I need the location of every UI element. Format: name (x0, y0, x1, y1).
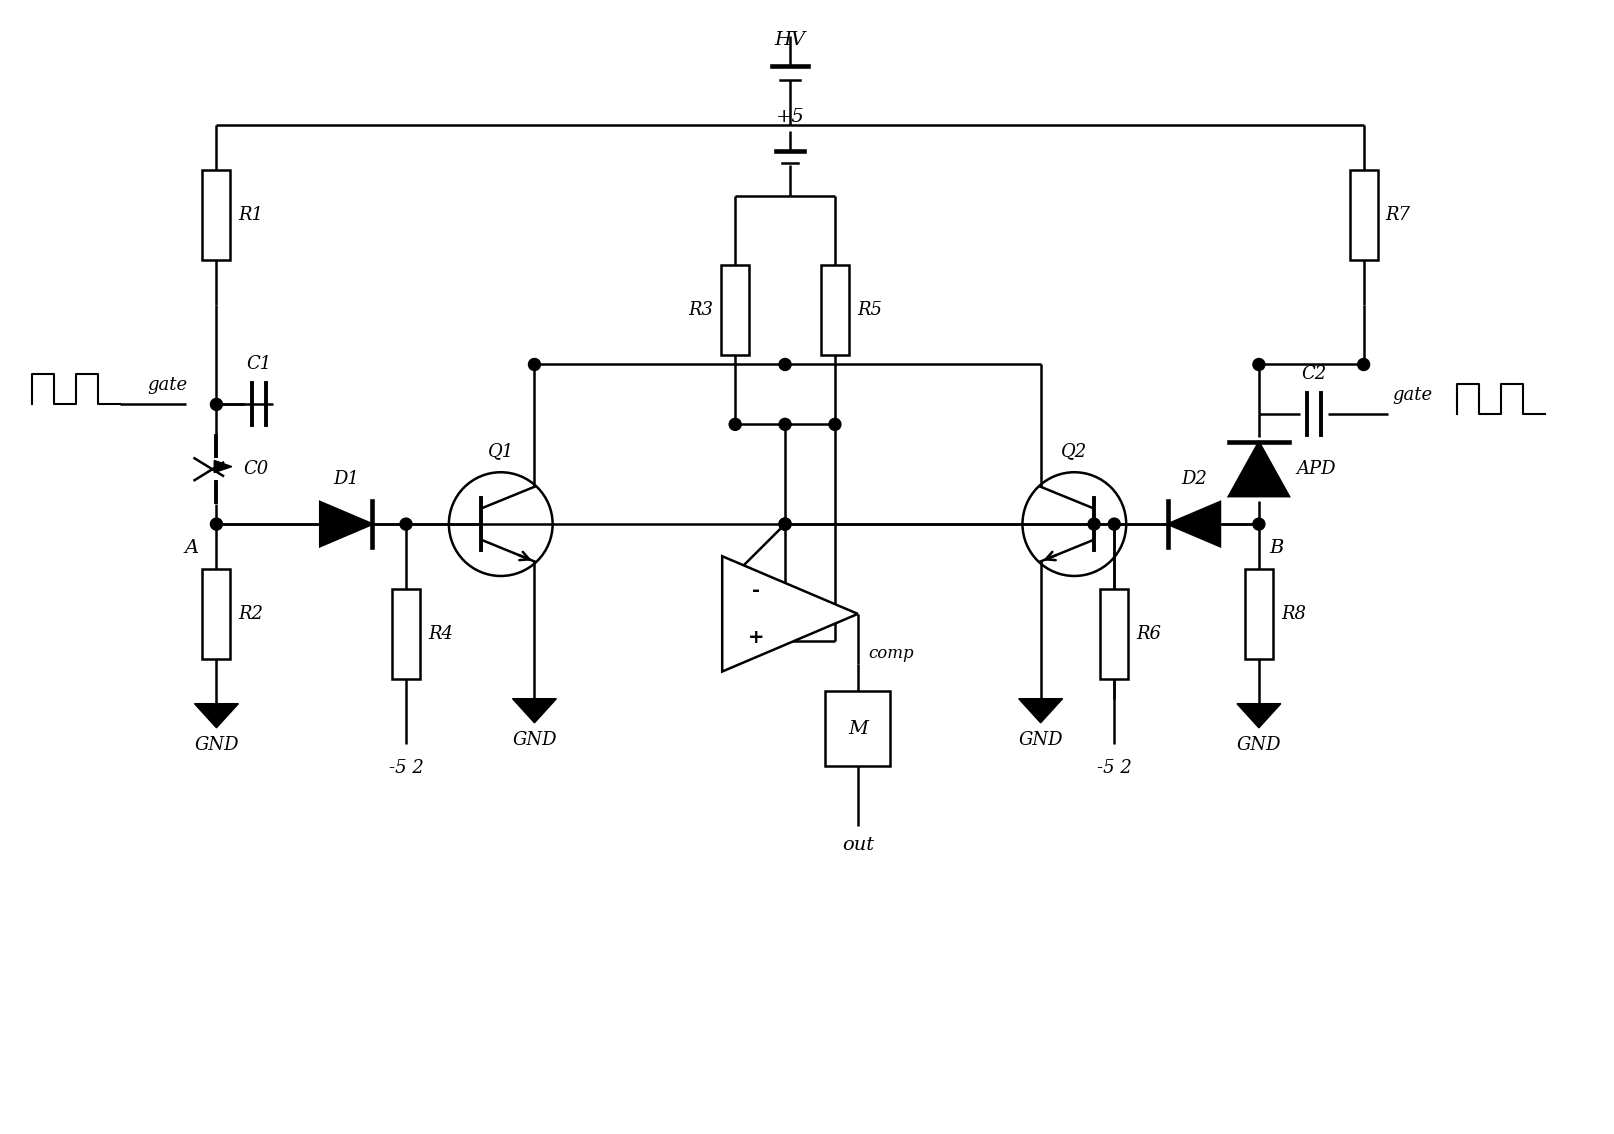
Text: Q1: Q1 (487, 442, 513, 460)
Circle shape (1088, 518, 1099, 530)
Text: +5: +5 (775, 108, 804, 126)
Text: Q2: Q2 (1060, 442, 1086, 460)
Text: R1: R1 (239, 206, 263, 223)
Circle shape (778, 518, 791, 530)
Circle shape (1107, 518, 1120, 530)
Bar (202, 170, 231, 260)
Text: comp: comp (867, 645, 914, 662)
Circle shape (1357, 358, 1369, 371)
Text: R4: R4 (428, 625, 452, 643)
Text: R8: R8 (1280, 604, 1306, 623)
Bar (1099, 589, 1128, 679)
Polygon shape (194, 704, 239, 728)
Bar (1349, 170, 1377, 260)
Bar (1244, 569, 1272, 659)
Text: -5 2: -5 2 (389, 759, 423, 777)
Circle shape (828, 418, 841, 430)
Bar (392, 589, 420, 679)
Polygon shape (512, 699, 557, 722)
Polygon shape (1167, 502, 1219, 547)
Text: D2: D2 (1180, 471, 1206, 489)
Polygon shape (721, 556, 857, 671)
Circle shape (778, 518, 791, 530)
Text: gate: gate (147, 376, 187, 395)
Bar (202, 569, 231, 659)
Text: A: A (184, 539, 199, 557)
Text: B: B (1269, 539, 1283, 557)
Circle shape (210, 518, 223, 530)
Circle shape (210, 398, 223, 411)
Text: R6: R6 (1136, 625, 1160, 643)
Circle shape (1252, 518, 1264, 530)
Bar (820, 265, 849, 355)
Circle shape (1252, 358, 1264, 371)
Text: R2: R2 (239, 604, 263, 623)
Bar (721, 265, 749, 355)
Text: C1: C1 (247, 355, 271, 373)
Circle shape (400, 518, 412, 530)
Polygon shape (1018, 699, 1062, 722)
Text: HV: HV (775, 32, 805, 49)
Text: -: - (752, 581, 760, 600)
Text: GND: GND (194, 736, 239, 754)
Text: C2: C2 (1301, 365, 1325, 383)
Text: GND: GND (1018, 730, 1062, 748)
Text: -5 2: -5 2 (1096, 759, 1131, 777)
Circle shape (730, 418, 741, 430)
Text: APD: APD (1296, 460, 1335, 479)
Text: R7: R7 (1385, 206, 1409, 223)
Text: M: M (847, 720, 867, 737)
Polygon shape (320, 502, 371, 547)
Circle shape (528, 358, 541, 371)
Circle shape (778, 418, 791, 430)
Text: gate: gate (1391, 387, 1432, 405)
Text: D1: D1 (332, 471, 358, 489)
Text: GND: GND (512, 730, 557, 748)
Bar (825, 692, 889, 765)
Text: GND: GND (1236, 736, 1280, 754)
Text: out: out (841, 836, 873, 854)
Polygon shape (1228, 442, 1288, 497)
Polygon shape (1236, 704, 1280, 728)
Text: R5: R5 (857, 302, 881, 319)
Text: C0: C0 (244, 460, 268, 479)
Text: R3: R3 (688, 302, 713, 319)
Polygon shape (215, 460, 232, 473)
Text: +: + (747, 628, 763, 648)
Circle shape (778, 358, 791, 371)
